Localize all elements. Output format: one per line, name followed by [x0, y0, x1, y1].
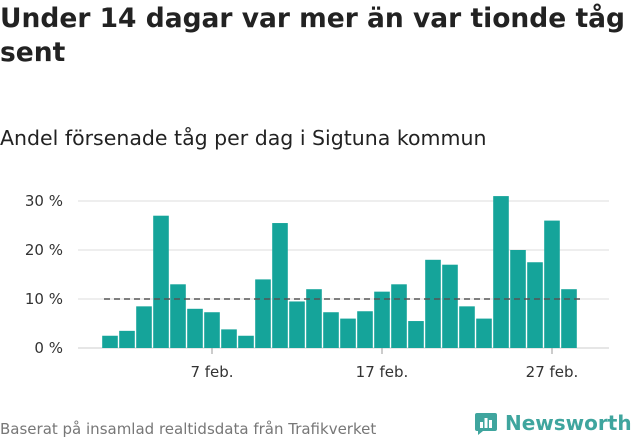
brand-name: Newsworthy	[505, 411, 631, 435]
bar[interactable]	[153, 215, 169, 348]
bar[interactable]	[102, 335, 118, 348]
chart-subtitle: Andel försenade tåg per dag i Sigtuna ko…	[0, 126, 487, 150]
bar[interactable]	[493, 196, 509, 348]
bars	[102, 196, 577, 348]
y-tick-label: 30 %	[25, 192, 63, 210]
bar[interactable]	[289, 301, 305, 348]
y-axis-ticks: 0 % 10 % 20 % 30 %	[25, 192, 63, 357]
bar[interactable]	[544, 220, 560, 348]
bar[interactable]	[391, 284, 407, 348]
bar[interactable]	[187, 308, 203, 348]
bar[interactable]	[459, 306, 475, 348]
brand-logo[interactable]: Newsworthy	[474, 409, 631, 437]
bar[interactable]	[238, 335, 254, 348]
bar[interactable]	[323, 312, 339, 348]
bar[interactable]	[170, 284, 186, 348]
bar[interactable]	[561, 289, 577, 348]
bar[interactable]	[374, 291, 390, 348]
chart-title: Under 14 dagar var mer än var tionde tåg…	[0, 3, 625, 68]
bar[interactable]	[204, 312, 220, 348]
bar-chart: 0 % 10 % 20 % 30 % 7 feb. 17 feb. 27 feb.	[25, 192, 609, 381]
bar[interactable]	[136, 306, 152, 348]
newsworthy-logo-icon	[475, 413, 497, 435]
source-note: Baserat på insamlad realtidsdata från Tr…	[0, 420, 377, 438]
y-tick-label: 10 %	[25, 290, 63, 308]
bar[interactable]	[221, 329, 237, 348]
bar[interactable]	[425, 259, 441, 348]
x-tick-label: 17 feb.	[356, 363, 409, 381]
bar[interactable]	[272, 223, 288, 348]
x-tick-label: 27 feb.	[526, 363, 579, 381]
bar[interactable]	[357, 311, 373, 348]
y-tick-label: 20 %	[25, 241, 63, 259]
bar[interactable]	[255, 279, 271, 348]
bar[interactable]	[442, 264, 458, 348]
bar[interactable]	[306, 289, 322, 348]
bar[interactable]	[119, 330, 135, 348]
x-tick-label: 7 feb.	[190, 363, 233, 381]
x-axis-ticks: 7 feb. 17 feb. 27 feb.	[190, 348, 578, 381]
bar[interactable]	[408, 321, 424, 348]
bar[interactable]	[340, 318, 356, 348]
bar[interactable]	[476, 318, 492, 348]
bar[interactable]	[527, 262, 543, 348]
y-tick-label: 0 %	[34, 339, 63, 357]
